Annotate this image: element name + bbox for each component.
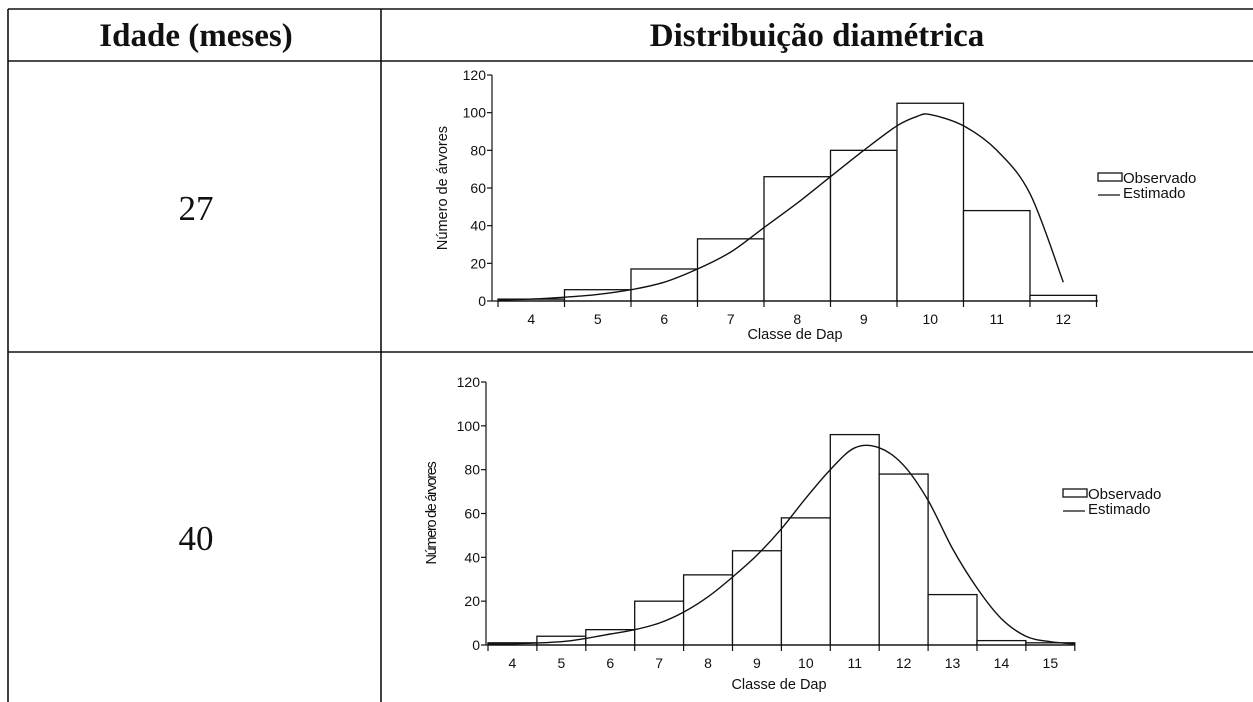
legend-estimated-label: Estimado	[1088, 501, 1151, 518]
y-tick-label: 120	[457, 374, 481, 390]
y-axis-title: Número de árvores	[435, 126, 451, 250]
legend-estimated-label: Estimado	[1123, 185, 1186, 202]
legend-observed-label: Observado	[1088, 486, 1161, 503]
observed-bar	[962, 209, 1031, 302]
y-axis-title: Número de árvores	[424, 461, 440, 564]
x-tick-label: 4	[509, 655, 517, 671]
observed-bar	[731, 550, 783, 646]
x-tick-label: 6	[606, 655, 614, 671]
observed-bar	[878, 473, 929, 646]
observed-bar	[763, 176, 832, 302]
table-grid	[7, 8, 1253, 702]
y-tick-label: 100	[463, 105, 487, 121]
x-tick-label: 7	[727, 311, 735, 327]
y-tick-label: 20	[464, 593, 480, 609]
x-tick-label: 4	[527, 311, 535, 327]
observed-bar	[536, 635, 587, 646]
x-tick-label: 11	[847, 655, 862, 671]
legend-observed-swatch	[1062, 488, 1088, 498]
observed-bar	[896, 102, 965, 302]
x-tick-label: 15	[1043, 655, 1059, 671]
x-tick-label: 9	[753, 655, 761, 671]
chart-27-months: 0 20 40 60 80 100 120 4 5 6 7 8 9 10 11 12 Classe de Dap…	[435, 67, 1196, 343]
legend-observed-swatch	[1097, 172, 1123, 182]
x-tick-label: 6	[660, 311, 668, 327]
chart-40-months: 0 20 40 60 80 100 120 4 5 6 7 8 9 10 11 12 13 14 15 Classe …	[424, 374, 1161, 693]
y-tick-label: 60	[470, 180, 486, 196]
x-tick-label: 9	[860, 311, 868, 327]
x-tick-label: 5	[557, 655, 565, 671]
age-row-2: 40	[179, 519, 214, 558]
x-axis-title: Classe de Dap	[731, 677, 826, 693]
x-tick-label: 10	[798, 655, 814, 671]
estimated-curve	[497, 113, 1064, 301]
observed-bar	[780, 517, 831, 646]
header-age: Idade (meses)	[99, 18, 292, 54]
y-tick-label: 20	[470, 255, 486, 271]
y-tick-label: 80	[470, 142, 486, 158]
observed-bar	[927, 593, 978, 646]
x-tick-label: 10	[922, 311, 938, 327]
y-tick-label: 0	[472, 637, 480, 653]
header-distribution: Distribuição diamétrica	[650, 18, 985, 54]
x-tick-label: 8	[793, 311, 801, 327]
x-tick-label: 5	[594, 311, 602, 327]
x-tick-label: 8	[704, 655, 712, 671]
observed-bar	[696, 238, 765, 302]
y-tick-label: 100	[457, 418, 481, 434]
legend-observed-label: Observado	[1123, 170, 1196, 187]
x-axis-title: Classe de Dap	[747, 327, 842, 343]
x-tick-label: 7	[655, 655, 663, 671]
x-tick-label: 11	[989, 311, 1004, 327]
observed-bar	[829, 433, 880, 646]
y-tick-label: 40	[470, 218, 486, 234]
x-tick-label: 12	[896, 655, 912, 671]
x-tick-label: 14	[994, 655, 1010, 671]
y-tick-label: 80	[464, 462, 480, 478]
estimated-curve	[487, 444, 1075, 645]
observed-bar	[976, 639, 1027, 646]
x-tick-label: 13	[945, 655, 961, 671]
y-tick-label: 40	[464, 549, 480, 565]
observed-bar	[829, 149, 898, 302]
observed-bar	[682, 574, 734, 646]
y-tick-label: 60	[464, 506, 480, 522]
x-tick-label: 12	[1055, 311, 1071, 327]
y-tick-label: 0	[478, 293, 486, 309]
age-row-1: 27	[179, 189, 214, 228]
y-tick-label: 120	[463, 67, 487, 83]
observed-bar	[1029, 294, 1098, 302]
